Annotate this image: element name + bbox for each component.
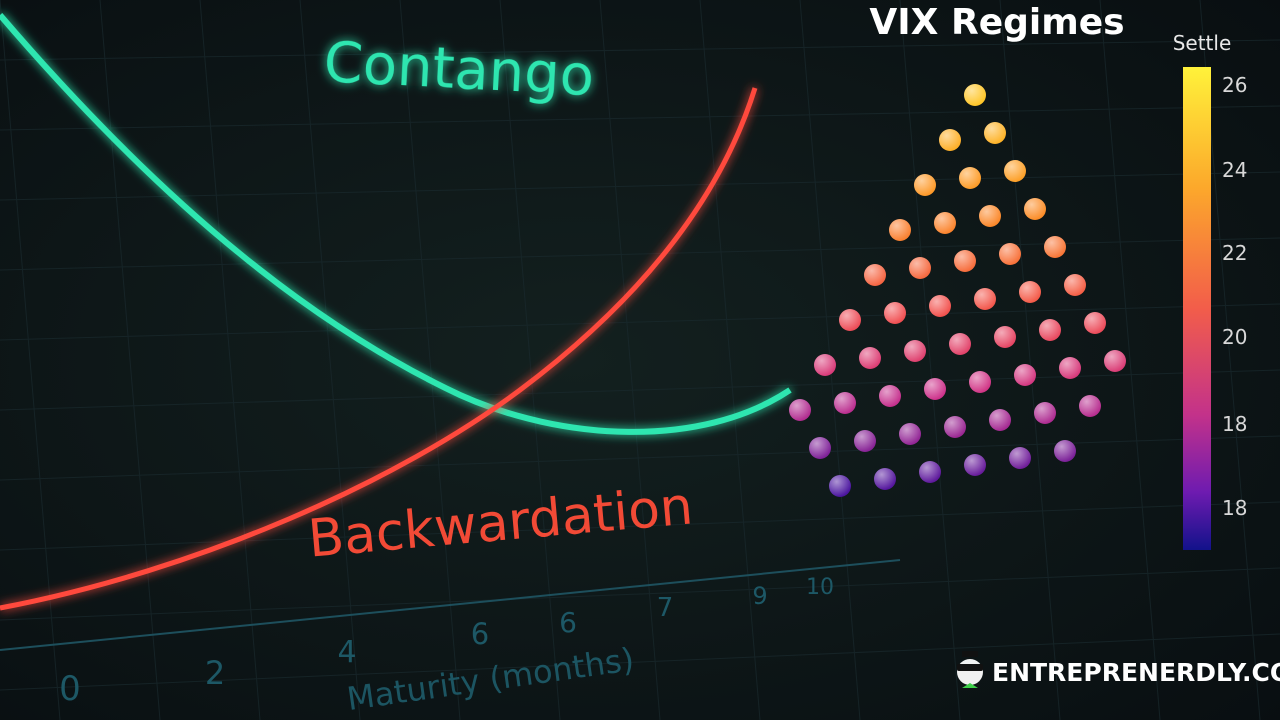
- colorbar: [1183, 67, 1211, 550]
- x-tick-labels: 0 2 4 6 6 7 9 10: [59, 575, 834, 709]
- dot-highlight: [834, 392, 856, 414]
- x-tick-label: 4: [337, 635, 356, 670]
- grid-line: [299, 0, 361, 720]
- grid-line: [999, 0, 1061, 720]
- x-tick-label: 0: [59, 669, 81, 709]
- dot-highlight: [829, 475, 851, 497]
- dot-highlight: [1084, 312, 1106, 334]
- watermark-logo: [957, 651, 983, 688]
- dot-highlight: [859, 347, 881, 369]
- dot-highlight: [944, 416, 966, 438]
- dot-highlight: [1004, 160, 1026, 182]
- dot-highlight: [904, 340, 926, 362]
- grid-line: [699, 0, 761, 720]
- dot-highlight: [1044, 236, 1066, 258]
- dot-highlight: [1019, 281, 1041, 303]
- grid-line: [99, 0, 161, 720]
- dot-highlight: [879, 385, 901, 407]
- dot-highlight: [1009, 447, 1031, 469]
- dot-highlight: [999, 243, 1021, 265]
- dot-highlight: [854, 430, 876, 452]
- dot-highlight: [899, 423, 921, 445]
- grid-line: [0, 567, 1280, 621]
- dot-highlight: [1064, 274, 1086, 296]
- watermark: ENTREPRENERDLY.COM: [992, 658, 1280, 687]
- grid-line: [0, 237, 1280, 271]
- dot-highlight: [914, 174, 936, 196]
- grid-line: [599, 0, 661, 720]
- grid-line: [0, 633, 1280, 691]
- dot-highlight: [789, 399, 811, 421]
- backwardation-curve: [0, 87, 758, 611]
- colorbar-tick-label: 24: [1222, 158, 1247, 182]
- dot-highlight: [1104, 350, 1126, 372]
- grid-line: [199, 0, 261, 720]
- dot-highlight: [994, 326, 1016, 348]
- colorbar-tick-label: 18: [1222, 412, 1247, 436]
- x-tick-label: 7: [657, 593, 674, 623]
- contango-label: Contango: [322, 30, 595, 109]
- dot-highlight: [939, 129, 961, 151]
- grid-line: [0, 105, 1280, 131]
- x-tick-label: 6: [471, 617, 489, 651]
- grid-line: [1099, 0, 1161, 720]
- dot-highlight: [954, 250, 976, 272]
- dot-highlight: [959, 167, 981, 189]
- dot-highlight: [964, 454, 986, 476]
- grid-line: [899, 0, 961, 720]
- dot-highlight: [1079, 395, 1101, 417]
- chart-title: VIX Regimes: [869, 2, 1124, 43]
- grid-line: [0, 39, 1280, 61]
- dot-highlight: [934, 212, 956, 234]
- dot-highlight: [1014, 364, 1036, 386]
- grid-line: [0, 171, 1280, 201]
- grid-line: [0, 501, 1280, 551]
- colorbar-tick-label: 18: [1222, 496, 1247, 520]
- x-tick-label: 10: [806, 575, 834, 600]
- dot-highlight: [924, 378, 946, 400]
- dot-highlight: [989, 409, 1011, 431]
- dot-highlight: [919, 461, 941, 483]
- grid-line: [0, 303, 1280, 341]
- colorbar-tick-label: 20: [1222, 325, 1247, 349]
- dot-highlight: [874, 468, 896, 490]
- dot-highlight: [839, 309, 861, 331]
- dot-highlight: [974, 288, 996, 310]
- dot-highlight: [969, 371, 991, 393]
- dot-highlight: [864, 264, 886, 286]
- scatter-cloud: [789, 84, 1126, 497]
- x-tick-label: 6: [559, 606, 577, 639]
- dot-highlight: [884, 302, 906, 324]
- x-tick-label: 9: [752, 582, 767, 610]
- dot-highlight: [1024, 198, 1046, 220]
- dot-highlight: [889, 219, 911, 241]
- dot-highlight: [814, 354, 836, 376]
- colorbar-tick-label: 22: [1222, 241, 1247, 265]
- dot-highlight: [949, 333, 971, 355]
- dot-highlight: [809, 437, 831, 459]
- x-tick-label: 2: [205, 654, 225, 692]
- colorbar-ticks: 26 24 22 20 18 18: [1222, 73, 1247, 520]
- dot-highlight: [1054, 440, 1076, 462]
- dot-highlight: [1034, 402, 1056, 424]
- dot-highlight: [929, 295, 951, 317]
- dot-highlight: [1039, 319, 1061, 341]
- contango-curve: [0, 13, 792, 435]
- dot-highlight: [979, 205, 1001, 227]
- colorbar-title: Settle: [1173, 31, 1232, 55]
- grid-line: [399, 0, 461, 720]
- dot-highlight: [984, 122, 1006, 144]
- dot-highlight: [1059, 357, 1081, 379]
- dot-highlight: [964, 84, 986, 106]
- x-axis-line: [0, 559, 901, 651]
- dot-highlight: [909, 257, 931, 279]
- colorbar-tick-label: 26: [1222, 73, 1247, 97]
